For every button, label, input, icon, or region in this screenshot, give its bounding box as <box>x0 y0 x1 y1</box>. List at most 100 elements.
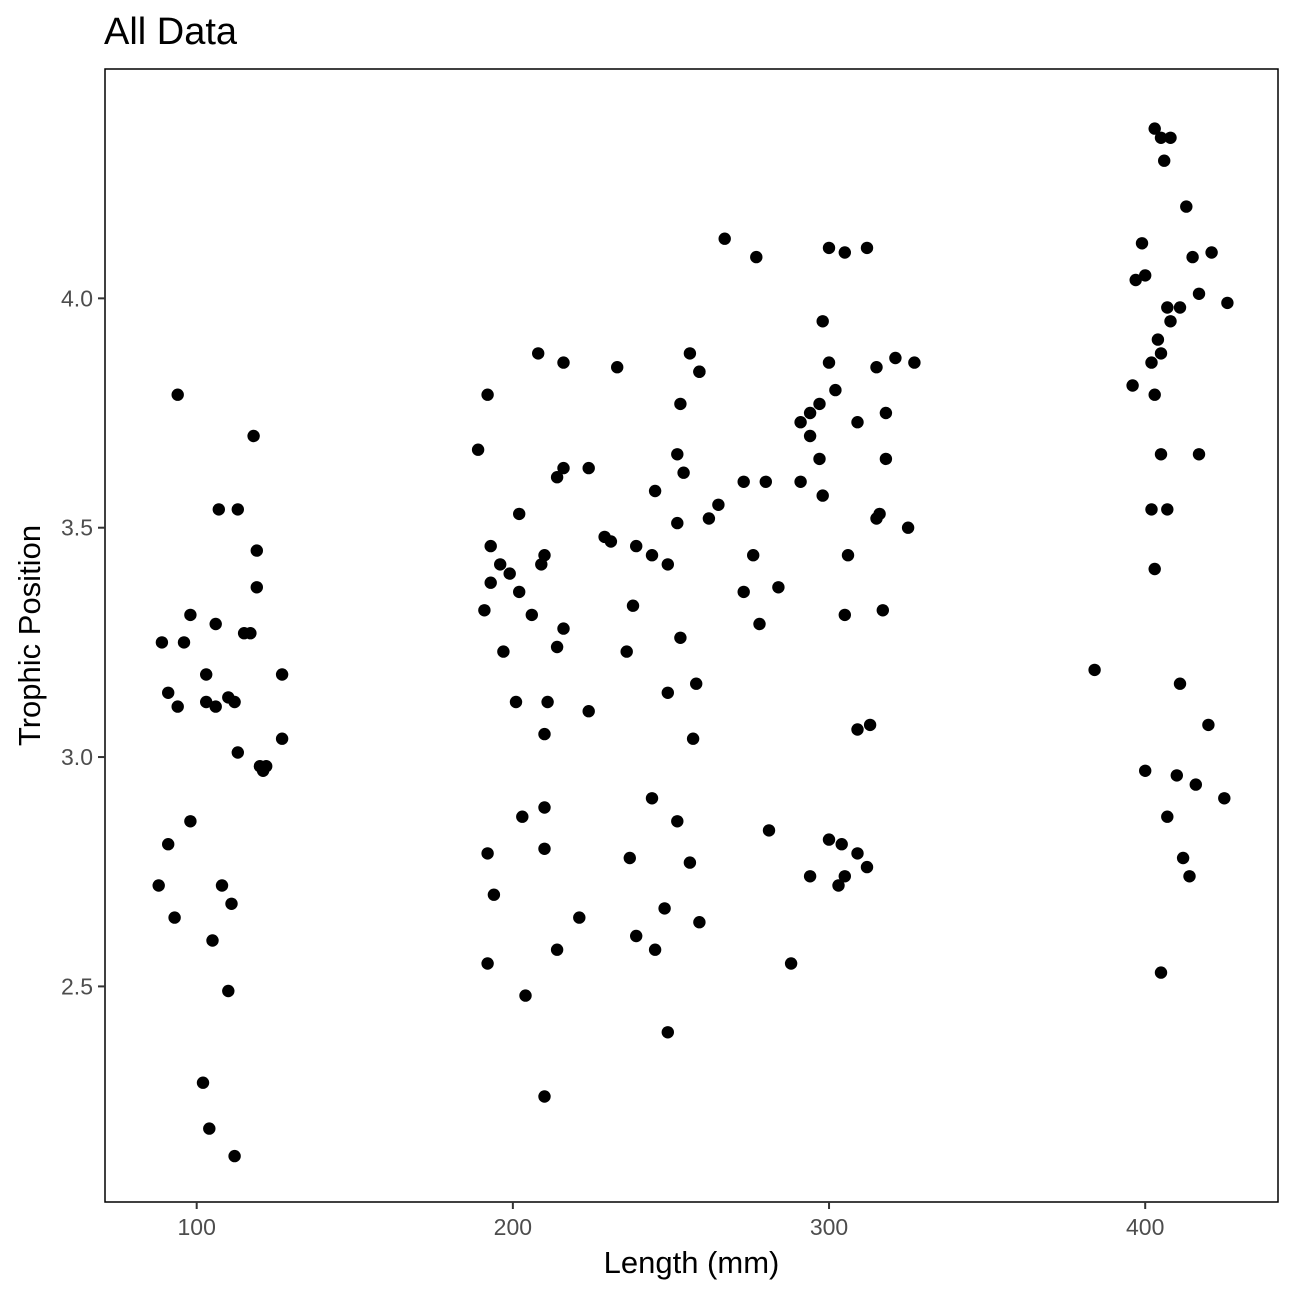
data-point <box>1151 333 1165 346</box>
data-point <box>516 810 529 823</box>
data-point <box>772 581 785 594</box>
data-point <box>209 617 222 631</box>
data-point <box>674 397 687 411</box>
data-point <box>1164 131 1177 144</box>
data-point <box>851 847 864 860</box>
data-point <box>209 700 222 713</box>
x-tick-label: 400 <box>1126 1214 1164 1240</box>
x-axis: 100 200 300 400 <box>178 1202 1164 1240</box>
data-point <box>582 705 595 718</box>
data-point <box>1186 250 1199 264</box>
data-point <box>753 617 766 631</box>
data-point <box>1126 379 1139 392</box>
data-point <box>1192 287 1206 300</box>
data-point <box>1218 792 1231 805</box>
data-point <box>535 558 548 571</box>
data-point <box>835 838 848 851</box>
data-point <box>794 416 807 429</box>
data-point <box>231 746 244 759</box>
data-point <box>1129 273 1142 287</box>
data-point <box>171 388 184 401</box>
data-point <box>494 558 507 571</box>
data-point <box>538 1090 551 1103</box>
data-point <box>620 645 633 658</box>
data-point <box>901 521 915 534</box>
data-point <box>162 838 175 851</box>
data-point <box>822 356 836 369</box>
data-point <box>557 356 570 369</box>
data-point <box>1148 562 1161 576</box>
data-point <box>1158 154 1171 167</box>
data-point <box>829 383 842 397</box>
data-point <box>162 686 175 699</box>
x-tick-label: 100 <box>178 1214 216 1240</box>
data-point <box>484 539 497 553</box>
data-point <box>481 957 494 970</box>
data-point <box>658 902 671 915</box>
data-point <box>228 1149 241 1163</box>
data-point <box>503 567 516 580</box>
data-point <box>648 943 662 956</box>
data-point <box>513 585 526 599</box>
data-point <box>879 452 893 466</box>
data-point <box>557 461 570 475</box>
data-point <box>879 406 893 420</box>
data-point <box>1205 246 1218 259</box>
y-axis: 2.5 3.0 3.5 4.0 <box>61 285 105 999</box>
y-tick-label: 2.5 <box>61 973 93 999</box>
data-point <box>630 929 643 943</box>
x-tick-label: 300 <box>810 1214 848 1240</box>
data-point <box>661 686 674 699</box>
data-point <box>604 535 618 548</box>
data-point <box>630 539 643 553</box>
data-point <box>1139 269 1152 282</box>
data-point <box>1161 503 1174 516</box>
y-axis-title: Trophic Position <box>12 525 47 746</box>
data-point <box>737 585 750 599</box>
data-point <box>860 860 874 874</box>
data-point <box>1088 663 1101 677</box>
data-point <box>1170 769 1184 782</box>
x-axis-title: Length (mm) <box>604 1245 780 1280</box>
data-point <box>1192 448 1206 461</box>
data-point <box>1164 315 1177 328</box>
data-point <box>1154 966 1168 979</box>
data-point <box>851 723 864 736</box>
data-point <box>513 507 526 521</box>
data-point <box>671 516 684 530</box>
data-point <box>611 361 624 374</box>
data-point <box>196 1076 210 1089</box>
data-point <box>677 466 690 479</box>
data-point <box>686 732 700 745</box>
data-point <box>1173 301 1187 314</box>
data-point <box>203 1122 216 1135</box>
data-point <box>838 870 851 883</box>
data-point <box>471 443 485 456</box>
x-tick-label: 200 <box>494 1214 532 1240</box>
data-point <box>623 851 636 865</box>
data-point <box>200 668 213 681</box>
data-point <box>1183 870 1196 883</box>
data-point <box>1202 718 1215 732</box>
data-point <box>747 549 760 562</box>
data-point <box>794 475 807 488</box>
data-point <box>171 700 184 713</box>
data-point <box>1176 851 1190 865</box>
data-point <box>832 879 845 892</box>
data-point <box>532 347 545 360</box>
data-point <box>645 792 659 805</box>
data-point <box>250 544 263 557</box>
data-point <box>275 668 289 681</box>
data-point <box>541 695 554 709</box>
data-point <box>1161 301 1174 314</box>
data-point <box>876 604 889 617</box>
data-point <box>573 911 586 924</box>
data-point <box>889 351 902 365</box>
data-point <box>250 581 263 594</box>
data-point <box>693 365 706 378</box>
data-point <box>841 549 855 562</box>
data-point <box>873 507 886 521</box>
data-point <box>816 489 829 502</box>
plot-panel <box>104 68 1279 1203</box>
